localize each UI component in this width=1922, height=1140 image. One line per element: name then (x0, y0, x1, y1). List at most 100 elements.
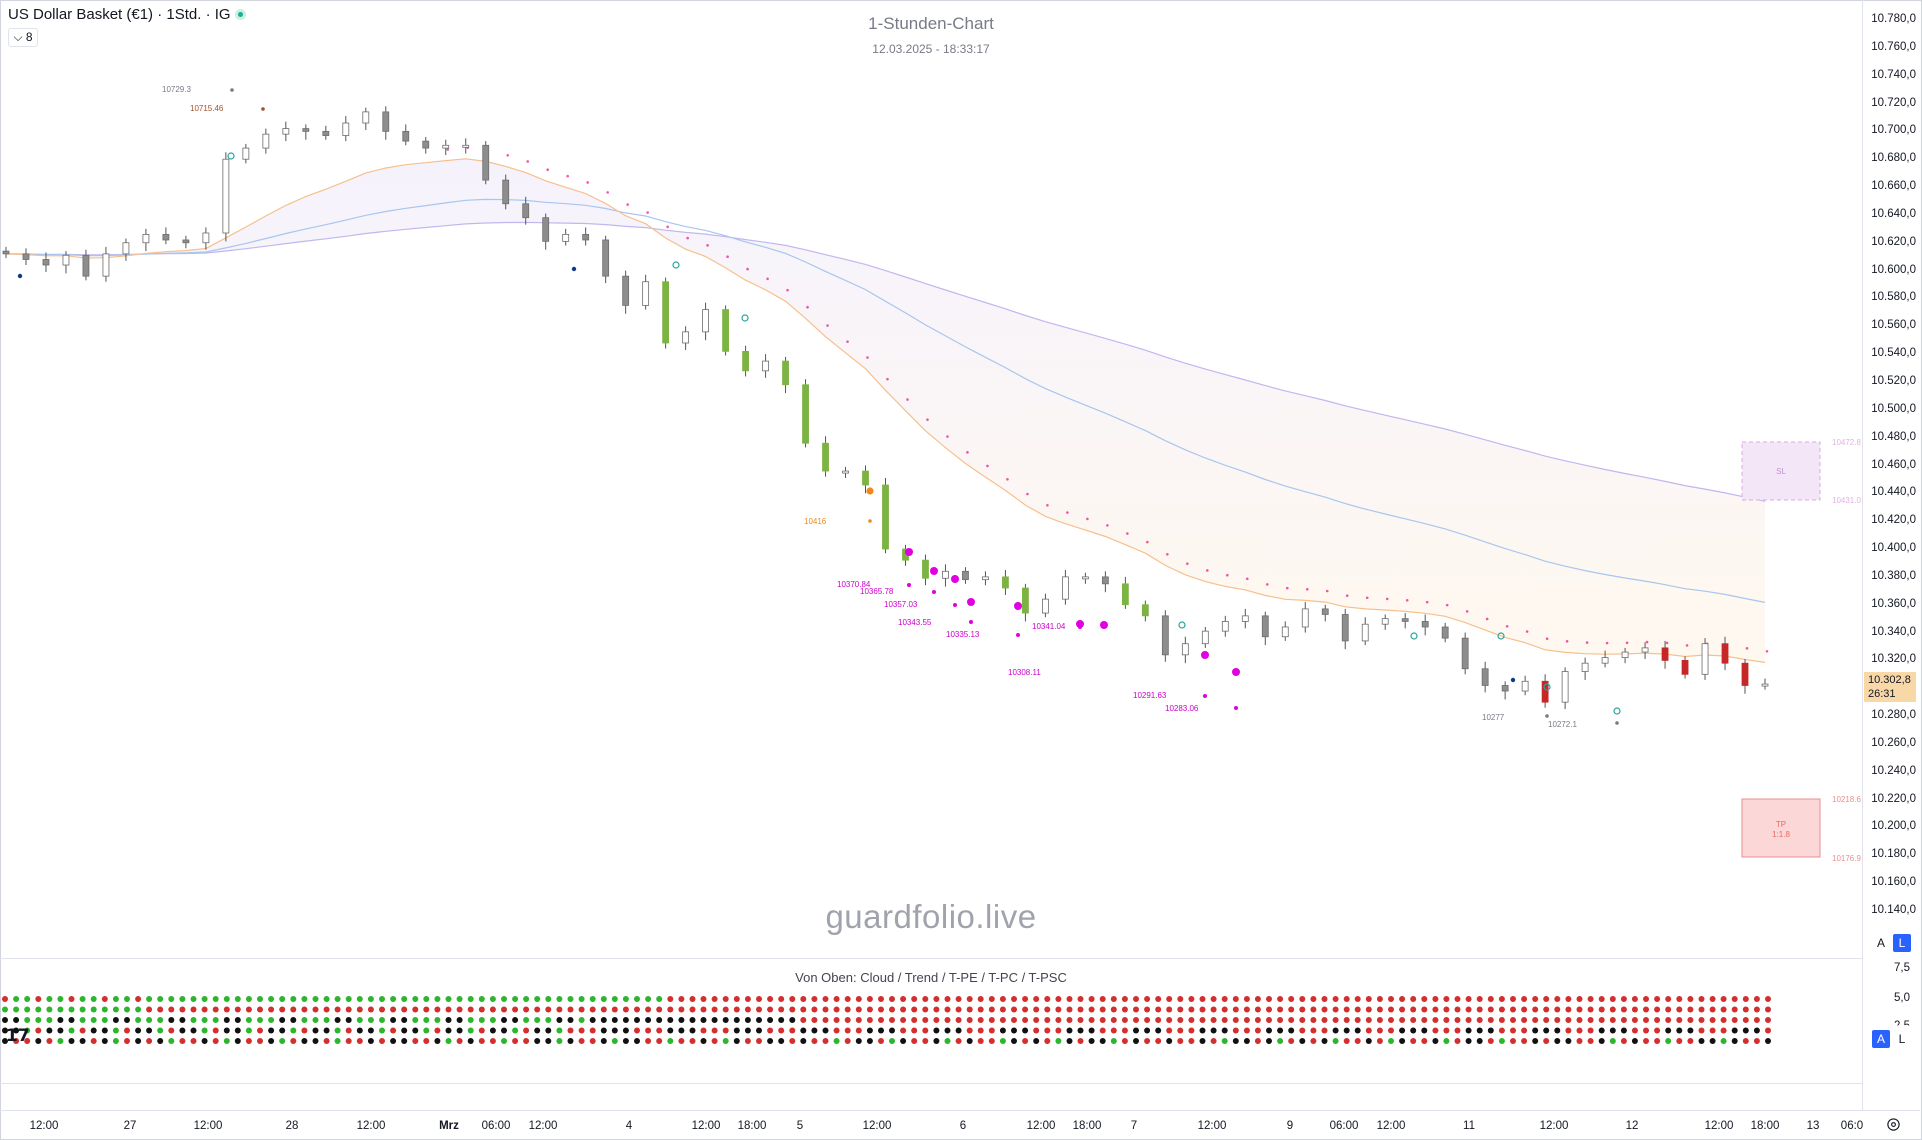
indicator-dot (1210, 1038, 1217, 1044)
sl-zone[interactable] (1741, 441, 1821, 501)
candle (282, 121, 290, 142)
indicator-dot (866, 1006, 873, 1013)
indicator-dot (1155, 1038, 1162, 1044)
auto-scale-button[interactable]: A (1872, 934, 1890, 952)
pane-separator-bottom[interactable] (0, 1083, 1862, 1084)
symbol-title[interactable]: US Dollar Basket (€1) · 1Std. · IG (8, 6, 231, 23)
indicator-dot (811, 1006, 818, 1013)
indicator-dot (1166, 1038, 1173, 1044)
indicator-dot (778, 1017, 785, 1023)
candle-body (882, 484, 889, 550)
indicator-dot (1731, 1027, 1738, 1034)
indicator-dot (1199, 1006, 1206, 1013)
ema-mid-line (5, 198, 1766, 603)
indicator-dot (157, 1027, 164, 1034)
candle-body (922, 559, 929, 579)
indicator-dot (1587, 1006, 1594, 1013)
trail-dot (1126, 532, 1129, 535)
candle (1042, 593, 1049, 618)
indicator-dot (1465, 1017, 1472, 1023)
indicator-dot (767, 996, 774, 1002)
indicator-dot (1643, 1017, 1649, 1023)
indicator-dot (345, 1017, 352, 1023)
trail-dot (986, 464, 989, 468)
pivot-dot-small (1102, 624, 1106, 628)
indicator-dot (234, 1006, 241, 1013)
indicator-dot (800, 1017, 807, 1023)
pivot-dot-small (1078, 625, 1082, 629)
indicator-dot (112, 1017, 119, 1023)
indicator-dot (711, 1006, 718, 1013)
trail-dot (1765, 650, 1769, 653)
indicator-log-scale-button[interactable]: L (1893, 1030, 1911, 1048)
indicator-dot (523, 1006, 530, 1013)
tp-zone[interactable] (1741, 798, 1821, 858)
trail-dot (1385, 597, 1389, 601)
time-axis-label: 12:00 (862, 1120, 892, 1132)
indicator-dot (445, 996, 452, 1002)
indicator-dot (1765, 996, 1771, 1002)
indicators-collapse-button[interactable]: ⌵ 8 (8, 28, 38, 47)
indicator-dots-pane[interactable] (0, 990, 1862, 1060)
indicator-dot (135, 1027, 142, 1034)
indicator-dot (722, 996, 729, 1002)
indicator-dot (1620, 1027, 1627, 1034)
trail-dot (726, 255, 729, 259)
indicator-dot (501, 1017, 507, 1023)
indicator-dot (1354, 1017, 1361, 1023)
trail-dot (1545, 637, 1549, 640)
indicator-dot (844, 1038, 851, 1044)
low-dot (1510, 677, 1516, 683)
candle (1022, 583, 1029, 622)
indicator-dot (201, 1006, 208, 1013)
indicator-dot (1609, 1027, 1616, 1034)
log-scale-button[interactable]: L (1893, 934, 1911, 952)
indicator-dot (1354, 1027, 1361, 1034)
indicator-dot (489, 1006, 496, 1013)
indicator-dot (767, 1038, 774, 1044)
settings-icon[interactable] (1886, 1117, 1901, 1132)
indicator-dot (1188, 1006, 1195, 1013)
indicator-dot (168, 1038, 175, 1044)
candle (722, 305, 729, 356)
indicator-dot (1044, 996, 1051, 1002)
candle-body (342, 122, 350, 136)
indicator-dot (922, 996, 929, 1002)
trail-dot (546, 168, 549, 172)
indicator-dot (1476, 996, 1483, 1002)
indicator-dot (645, 996, 652, 1002)
indicator-dot (1033, 1006, 1040, 1013)
indicator-dot (822, 996, 829, 1002)
indicator-dot (268, 1006, 275, 1013)
indicator-dot (412, 996, 419, 1002)
indicator-dot (622, 1027, 629, 1034)
price-axis-border (1862, 0, 1863, 1110)
indicator-dot (744, 1038, 751, 1044)
indicator-title[interactable]: Von Oben: Cloud / Trend / T-PE / T-PC / … (795, 970, 1067, 985)
indicator-dot (1399, 1006, 1406, 1013)
indicator-dot (1332, 1027, 1339, 1034)
indicator-dot (911, 1027, 918, 1034)
indicator-dot (101, 996, 108, 1002)
indicator-dot (800, 1038, 807, 1044)
trail-dot (446, 148, 450, 151)
indicator-dot (1277, 1027, 1284, 1034)
indicator-dot (1521, 1006, 1528, 1013)
indicator-dot (57, 996, 64, 1002)
indicator-auto-scale-button[interactable]: A (1872, 1030, 1890, 1048)
candle-body (682, 331, 690, 344)
candle-body (222, 158, 230, 234)
tradingview-logo[interactable]: 𝟭𝟳 (6, 1026, 30, 1046)
trail-dot (1345, 594, 1349, 597)
indicator-dot (722, 1027, 729, 1034)
candle (1601, 650, 1609, 668)
indicator-dot (667, 1027, 674, 1034)
indicator-dot (501, 1027, 507, 1034)
indicator-dot (911, 1017, 918, 1023)
candle (1201, 626, 1209, 648)
indicator-dot (201, 1038, 208, 1044)
price-chart[interactable]: SL 10472.8 10431.0 TP 1:1.8 10218.6 1017… (0, 0, 1862, 958)
candle-body (1681, 660, 1689, 675)
pane-separator[interactable] (0, 958, 1862, 959)
indicator-dot (257, 1017, 263, 1023)
